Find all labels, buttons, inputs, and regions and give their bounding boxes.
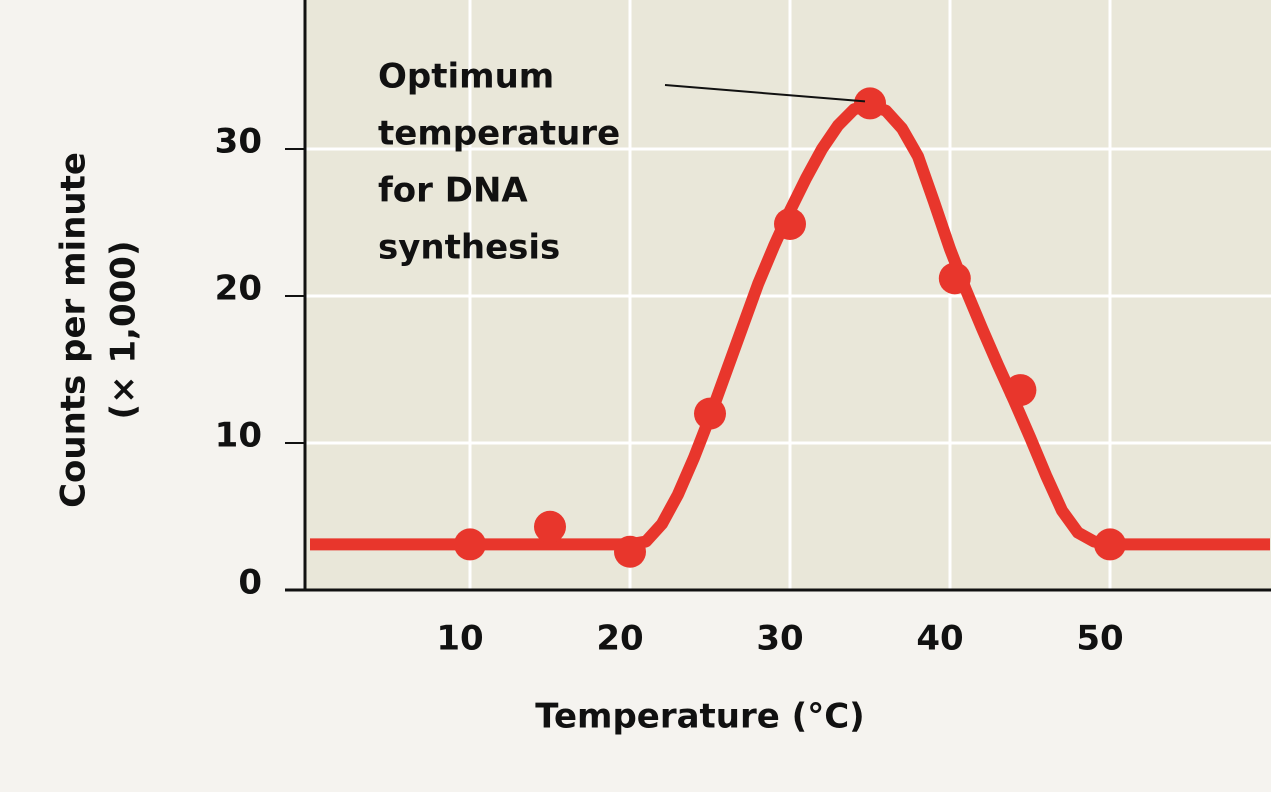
y-tick-label: 0	[238, 563, 262, 603]
annotation-pointer	[664, 84, 866, 103]
data-point	[854, 87, 886, 120]
annotation-line: temperature	[378, 114, 620, 154]
x-tick-label: 40	[916, 619, 963, 659]
data-point	[1094, 528, 1126, 561]
annotation-line: Optimum	[378, 57, 554, 97]
annotation-line: synthesis	[378, 228, 560, 268]
y-axis-label-line: (× 1,000)	[104, 241, 144, 420]
data-point	[614, 535, 646, 568]
y-tick-label: 10	[215, 416, 262, 456]
x-tick-label: 50	[1076, 619, 1123, 659]
data-point	[694, 397, 726, 430]
data-point	[938, 262, 971, 295]
x-tick-label: 10	[436, 619, 483, 659]
data-point	[774, 207, 806, 240]
x-tick-label: 30	[756, 619, 803, 659]
x-tick-label: 20	[596, 619, 643, 659]
y-axis-label-line: Counts per minute	[54, 152, 94, 508]
y-axis-label: Counts per minute (× 1,000)	[54, 152, 144, 508]
y-tick-label: 20	[215, 269, 262, 309]
data-point	[454, 528, 486, 561]
data-point	[1004, 374, 1037, 407]
y-tick-label: 30	[215, 122, 262, 162]
annotation-line: for DNA	[378, 171, 528, 211]
data-point	[534, 510, 566, 543]
x-axis-label: Temperature (°C)	[535, 697, 864, 737]
